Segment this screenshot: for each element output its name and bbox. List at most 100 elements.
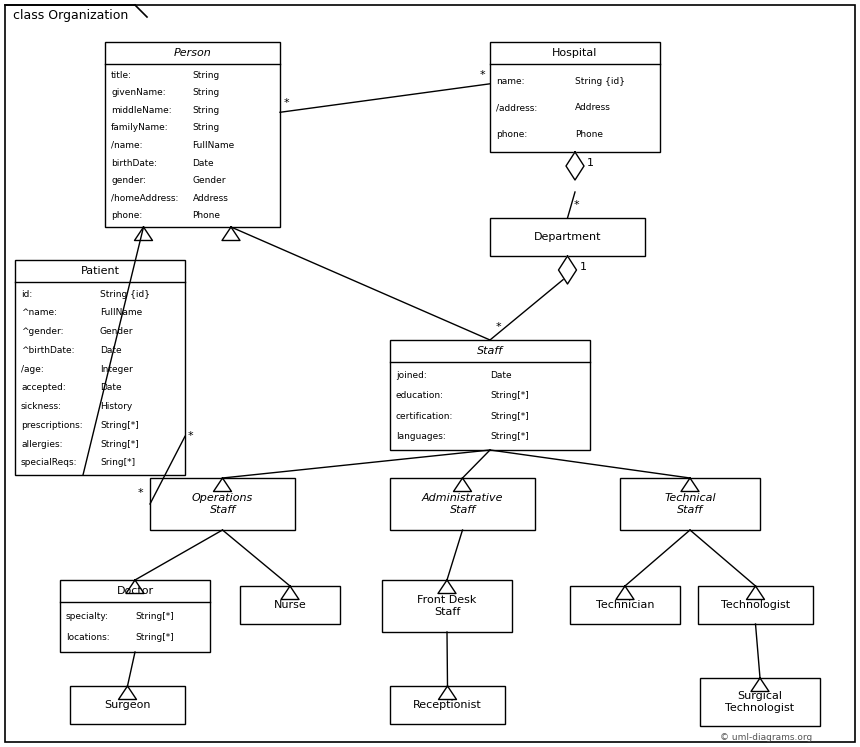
Text: Address: Address: [575, 104, 611, 113]
Text: Integer: Integer: [100, 365, 132, 374]
Text: phone:: phone:: [111, 211, 142, 220]
Text: joined:: joined:: [396, 371, 427, 379]
Text: String[*]: String[*]: [490, 391, 529, 400]
Text: Staff: Staff: [477, 346, 503, 356]
Bar: [70, 686, 185, 724]
Text: Phone: Phone: [193, 211, 220, 220]
Text: *: *: [188, 431, 194, 441]
Text: Surgeon: Surgeon: [104, 700, 150, 710]
Text: Date: Date: [100, 346, 121, 355]
Text: id:: id:: [21, 290, 33, 299]
Text: Person: Person: [174, 48, 212, 58]
Text: phone:: phone:: [496, 130, 527, 139]
Text: /address:: /address:: [496, 104, 538, 113]
Text: *: *: [574, 200, 579, 210]
Text: allergies:: allergies:: [21, 439, 63, 449]
Text: accepted:: accepted:: [21, 383, 65, 392]
Bar: [150, 478, 295, 530]
Text: © uml-diagrams.org: © uml-diagrams.org: [720, 733, 812, 742]
Text: birthDate:: birthDate:: [111, 158, 157, 167]
Text: Nurse: Nurse: [273, 600, 306, 610]
Text: History: History: [100, 402, 132, 411]
Bar: [382, 580, 512, 632]
Text: Receptionist: Receptionist: [413, 700, 482, 710]
Text: String[*]: String[*]: [135, 633, 174, 642]
Bar: [240, 586, 340, 624]
Text: String[*]: String[*]: [490, 433, 529, 441]
Text: education:: education:: [396, 391, 444, 400]
Text: Front Desk
Staff: Front Desk Staff: [417, 595, 476, 617]
Text: middleName:: middleName:: [111, 106, 172, 115]
Text: givenName:: givenName:: [111, 88, 166, 97]
Text: locations:: locations:: [66, 633, 109, 642]
Text: Technical
Staff: Technical Staff: [664, 493, 716, 515]
Text: Phone: Phone: [575, 130, 603, 139]
Text: Surgical
Technologist: Surgical Technologist: [726, 691, 795, 713]
Text: Gender: Gender: [100, 327, 133, 336]
Text: /homeAddress:: /homeAddress:: [111, 193, 178, 202]
Text: String: String: [193, 106, 220, 115]
Bar: [620, 478, 760, 530]
Text: FullName: FullName: [193, 141, 235, 150]
Text: ^birthDate:: ^birthDate:: [21, 346, 75, 355]
Text: String[*]: String[*]: [100, 421, 138, 430]
Text: String: String: [193, 71, 220, 80]
Text: FullName: FullName: [100, 309, 142, 317]
Bar: [390, 686, 505, 724]
Text: /name:: /name:: [111, 141, 143, 150]
Text: String[*]: String[*]: [100, 439, 138, 449]
Text: specialReqs:: specialReqs:: [21, 459, 77, 468]
Text: ^gender:: ^gender:: [21, 327, 64, 336]
Text: Patient: Patient: [81, 266, 120, 276]
Text: String {id}: String {id}: [575, 77, 625, 86]
Text: Operations
Staff: Operations Staff: [192, 493, 253, 515]
Bar: [15, 260, 185, 475]
Text: familyName:: familyName:: [111, 123, 169, 132]
Text: title:: title:: [111, 71, 132, 80]
Text: Date: Date: [100, 383, 121, 392]
Polygon shape: [558, 256, 576, 284]
Text: specialty:: specialty:: [66, 612, 109, 621]
Text: *: *: [284, 99, 290, 108]
Text: Technician: Technician: [596, 600, 654, 610]
Text: String: String: [193, 88, 220, 97]
Text: certification:: certification:: [396, 412, 453, 421]
Bar: [570, 586, 680, 624]
Text: Address: Address: [193, 193, 229, 202]
Bar: [390, 478, 535, 530]
Text: Sring[*]: Sring[*]: [100, 459, 135, 468]
Text: Technologist: Technologist: [721, 600, 790, 610]
Polygon shape: [566, 152, 584, 180]
Text: name:: name:: [496, 77, 525, 86]
Text: Department: Department: [534, 232, 601, 242]
Text: gender:: gender:: [111, 176, 146, 185]
Bar: [490, 218, 645, 256]
Text: *: *: [480, 69, 486, 80]
Bar: [700, 678, 820, 726]
Text: prescriptions:: prescriptions:: [21, 421, 83, 430]
Text: ^name:: ^name:: [21, 309, 57, 317]
Text: *: *: [496, 322, 501, 332]
Text: Date: Date: [490, 371, 512, 379]
Text: Hospital: Hospital: [552, 48, 598, 58]
Text: /age:: /age:: [21, 365, 44, 374]
Text: String: String: [193, 123, 220, 132]
Text: String[*]: String[*]: [135, 612, 174, 621]
Text: String {id}: String {id}: [100, 290, 150, 299]
Text: sickness:: sickness:: [21, 402, 62, 411]
Text: *: *: [138, 488, 144, 498]
Bar: [698, 586, 813, 624]
Bar: [60, 580, 210, 652]
Text: Date: Date: [193, 158, 214, 167]
Text: 1: 1: [580, 262, 587, 272]
Text: Gender: Gender: [193, 176, 226, 185]
Text: 1: 1: [587, 158, 594, 168]
Text: class Organization: class Organization: [13, 10, 128, 22]
Bar: [490, 42, 660, 152]
Text: String[*]: String[*]: [490, 412, 529, 421]
Bar: [105, 42, 280, 227]
Text: languages:: languages:: [396, 433, 445, 441]
Text: Administrative
Staff: Administrative Staff: [421, 493, 503, 515]
Text: Doctor: Doctor: [116, 586, 154, 596]
Bar: [390, 340, 590, 450]
